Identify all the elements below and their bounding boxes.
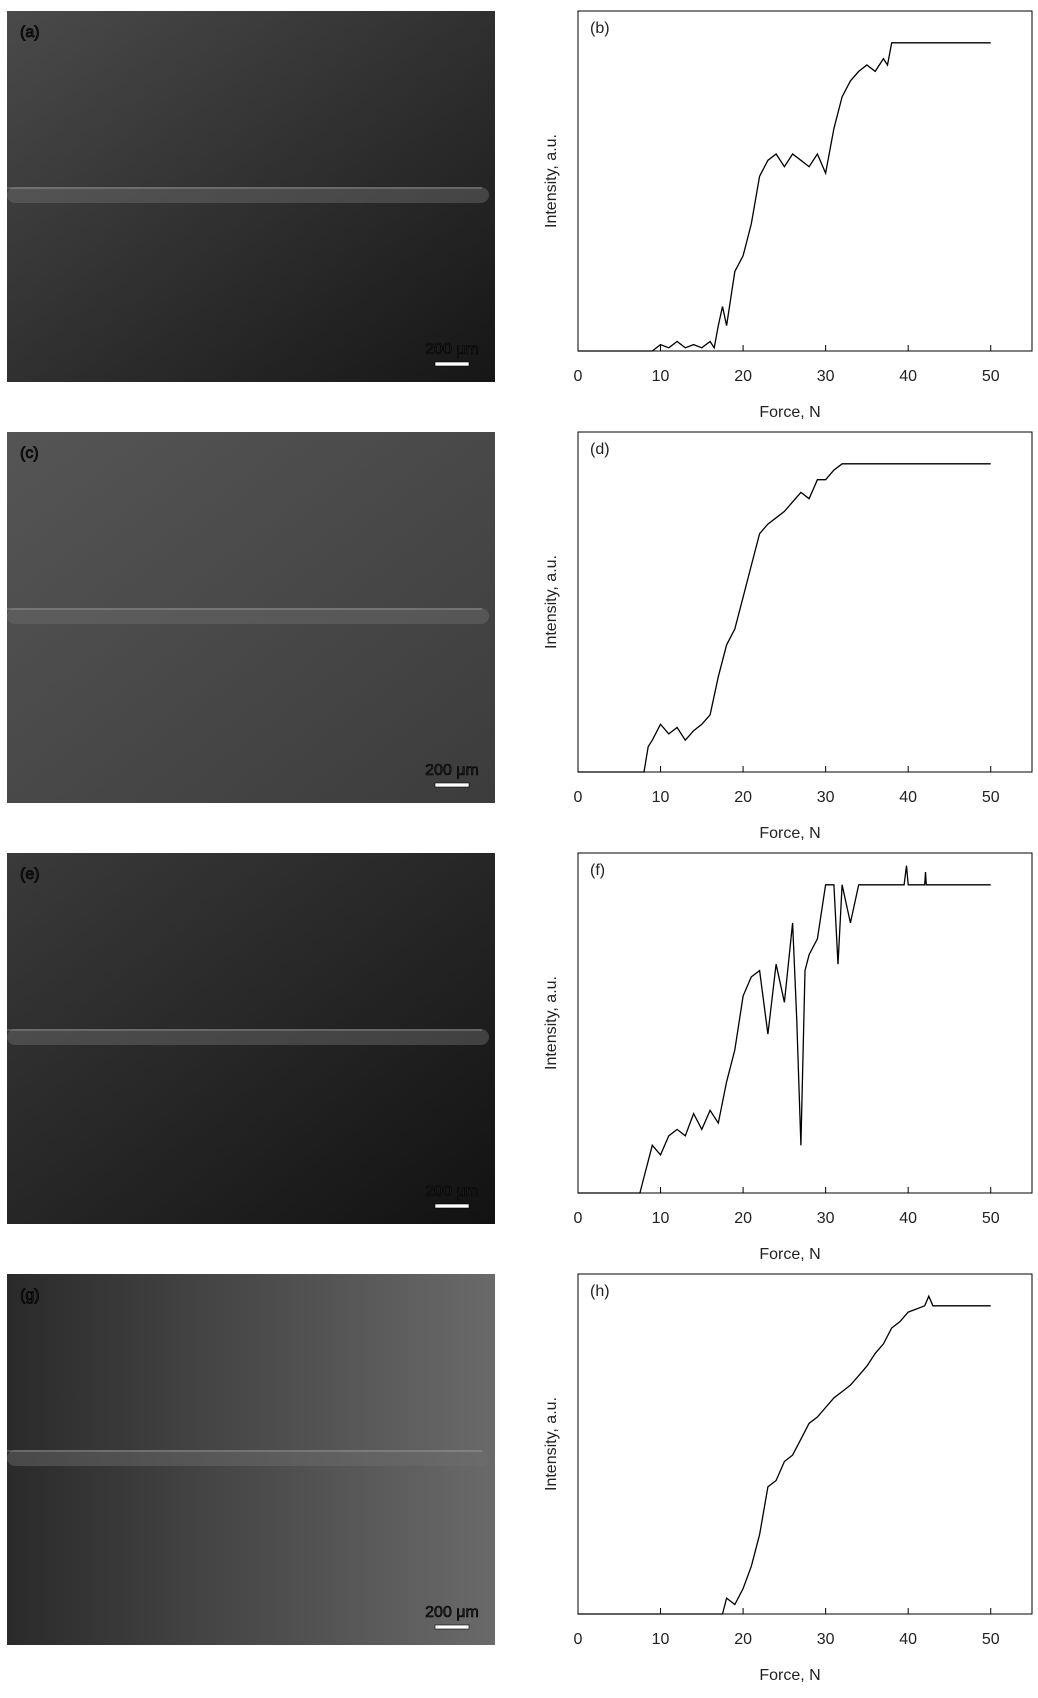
x-tick-label: 10 <box>652 368 670 385</box>
scale-bar <box>434 1624 470 1630</box>
sem-image <box>7 1274 495 1645</box>
chart-title: (d) <box>590 441 610 458</box>
x-tick-label: 40 <box>899 368 917 385</box>
x-tick-label: 50 <box>982 368 1000 385</box>
intensity-line <box>578 865 991 1194</box>
sem-image <box>7 432 495 803</box>
chart-title: (b) <box>590 20 610 37</box>
x-tick-label: 30 <box>817 789 835 806</box>
x-axis-label: Force, N <box>759 825 820 842</box>
scratch-track <box>7 187 489 203</box>
scale-bar-label: 200 μm <box>425 1604 479 1621</box>
panel-label: (a) <box>20 24 40 41</box>
x-tick-label: 20 <box>734 1631 752 1648</box>
panel-label: (e) <box>20 866 40 883</box>
scale-bar-label: 200 μm <box>425 1183 479 1200</box>
x-tick-label: 0 <box>574 1210 583 1227</box>
x-tick-label: 40 <box>899 789 917 806</box>
y-axis-label: Intensity, a.u. <box>543 976 560 1070</box>
scale-bar-label: 200 μm <box>425 762 479 779</box>
scale-bar <box>434 782 470 788</box>
x-tick-label: 50 <box>982 1631 1000 1648</box>
x-tick-label: 20 <box>734 1210 752 1227</box>
plot-frame <box>577 852 1033 1194</box>
x-tick-label: 30 <box>817 368 835 385</box>
x-tick-label: 10 <box>652 1631 670 1648</box>
sem-image <box>7 853 495 1224</box>
x-axis-label: Force, N <box>759 1246 820 1263</box>
x-tick-label: 0 <box>574 1631 583 1648</box>
intensity-line <box>578 42 991 352</box>
x-tick-label: 50 <box>982 1210 1000 1227</box>
x-tick-label: 20 <box>734 789 752 806</box>
panel-label: (c) <box>20 445 39 462</box>
x-tick-label: 40 <box>899 1631 917 1648</box>
x-axis-label: Force, N <box>759 1667 820 1684</box>
x-tick-label: 30 <box>817 1631 835 1648</box>
x-tick-label: 40 <box>899 1210 917 1227</box>
panel-label: (g) <box>20 1287 40 1304</box>
intensity-line <box>578 463 991 773</box>
y-axis-label: Intensity, a.u. <box>543 1397 560 1491</box>
sem-image <box>7 11 495 382</box>
scale-bar <box>434 361 470 367</box>
plot-frame <box>577 431 1033 773</box>
x-tick-label: 50 <box>982 789 1000 806</box>
chart-title: (f) <box>590 862 605 879</box>
chart-title: (h) <box>590 1283 610 1300</box>
y-axis-label: Intensity, a.u. <box>543 134 560 228</box>
y-axis-label: Intensity, a.u. <box>543 555 560 649</box>
plot-frame <box>577 10 1033 352</box>
scale-bar <box>434 1203 470 1209</box>
x-axis-label: Force, N <box>759 404 820 421</box>
intensity-line <box>578 1294 991 1615</box>
x-tick-label: 30 <box>817 1210 835 1227</box>
scratch-track <box>7 608 489 624</box>
x-tick-label: 0 <box>574 789 583 806</box>
x-tick-label: 0 <box>574 368 583 385</box>
scale-bar-label: 200 μm <box>425 341 479 358</box>
x-tick-label: 10 <box>652 789 670 806</box>
scratch-track <box>7 1450 489 1466</box>
x-tick-label: 10 <box>652 1210 670 1227</box>
plot-frame <box>577 1273 1033 1615</box>
x-tick-label: 20 <box>734 368 752 385</box>
scratch-track <box>7 1029 489 1045</box>
